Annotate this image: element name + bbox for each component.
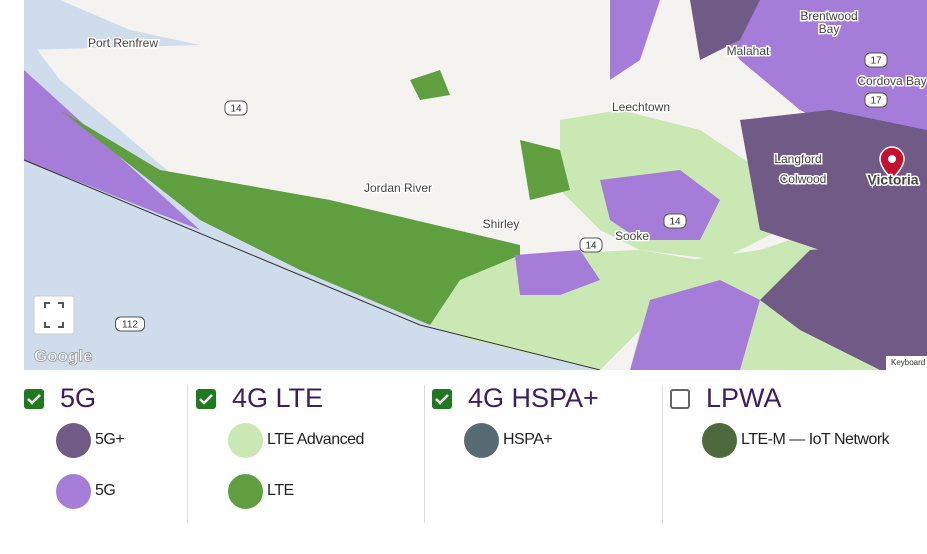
water [24, 0, 200, 50]
legend-label: HSPA+ [503, 431, 553, 448]
place-label: Langford [774, 152, 821, 166]
keyboard-box[interactable] [886, 356, 927, 370]
place-label: Jordan River [364, 181, 432, 195]
legend-swatch [228, 423, 263, 458]
fullscreen-icon [44, 302, 64, 328]
5g-area [600, 170, 720, 240]
legend-group: LPWA LTE-M — IoT Network [670, 383, 890, 523]
legend-title: 4G LTE [232, 383, 324, 413]
checkbox[interactable] [196, 389, 216, 409]
5g-plus-area [690, 0, 760, 60]
highway-shield [115, 316, 145, 332]
place-label: Victoria [867, 172, 918, 188]
legend-group: 4G HSPA+ HSPA+ [432, 383, 599, 523]
legend-swatch [56, 423, 91, 458]
keyboard-link: Keyboard [891, 358, 925, 367]
place-label: Cordova Bay [857, 74, 926, 88]
legend-swatch [702, 423, 737, 458]
highway-number: 14 [230, 104, 242, 115]
place-label: Bay [819, 22, 840, 36]
place-label: Sooke [615, 229, 649, 243]
highway-number: 112 [122, 320, 138, 331]
highway-shield [864, 52, 888, 68]
place-label: Port Renfrew [88, 36, 158, 50]
5g-area [610, 0, 660, 80]
legend-label: LTE [267, 482, 294, 499]
highway-number: 17 [870, 96, 882, 107]
highway-number: 17 [870, 56, 882, 67]
legend-title: LPWA [706, 383, 782, 413]
highway-number: 14 [669, 217, 681, 228]
pin-center [888, 155, 896, 163]
legend-label: 5G+ [95, 431, 125, 448]
legend-swatch [464, 423, 499, 458]
place-label: Malahat [727, 44, 770, 58]
legend-label: LTE-M — IoT Network [741, 431, 890, 448]
checkbox[interactable] [432, 389, 452, 409]
legend-group: 4G LTE LTE Advanced LTE [196, 383, 364, 523]
checkbox[interactable] [24, 389, 44, 409]
check-mark [27, 394, 41, 405]
fullscreen-button[interactable] [33, 295, 75, 335]
highway-shield [663, 213, 687, 229]
check-mark [199, 394, 213, 405]
checkbox[interactable] [670, 389, 690, 409]
place-label: Brentwood [800, 9, 857, 23]
lte-area [410, 70, 450, 100]
place-label: Colwood [780, 172, 827, 186]
legend-title: 4G HSPA+ [468, 383, 599, 413]
place-label: Leechtown [612, 100, 670, 114]
highway-number: 14 [585, 241, 597, 252]
google-logo: Google [34, 346, 93, 365]
highway-shield [579, 237, 603, 253]
lte-area [520, 140, 570, 200]
5g-plus-area [760, 240, 927, 370]
legend-group: 5G 5G+ 5G [24, 383, 184, 523]
water [24, 40, 600, 370]
5g-area [515, 250, 600, 295]
separator [662, 385, 663, 523]
5g-area [630, 280, 760, 370]
lte-area [60, 110, 520, 325]
highway-shield [224, 100, 248, 116]
legend-label: 5G [95, 482, 116, 499]
check-mark [435, 394, 449, 405]
highway-shield [864, 92, 888, 108]
legend-title: 5G [60, 383, 97, 413]
legend-swatch [56, 474, 91, 509]
5g-area [700, 0, 927, 150]
legend-swatch [228, 474, 263, 509]
place-label: Shirley [483, 217, 520, 231]
legend-label: LTE Advanced [267, 431, 364, 448]
border-line [23, 159, 601, 370]
5g-plus-area [740, 110, 927, 260]
separator [187, 385, 188, 523]
separator [424, 385, 425, 523]
